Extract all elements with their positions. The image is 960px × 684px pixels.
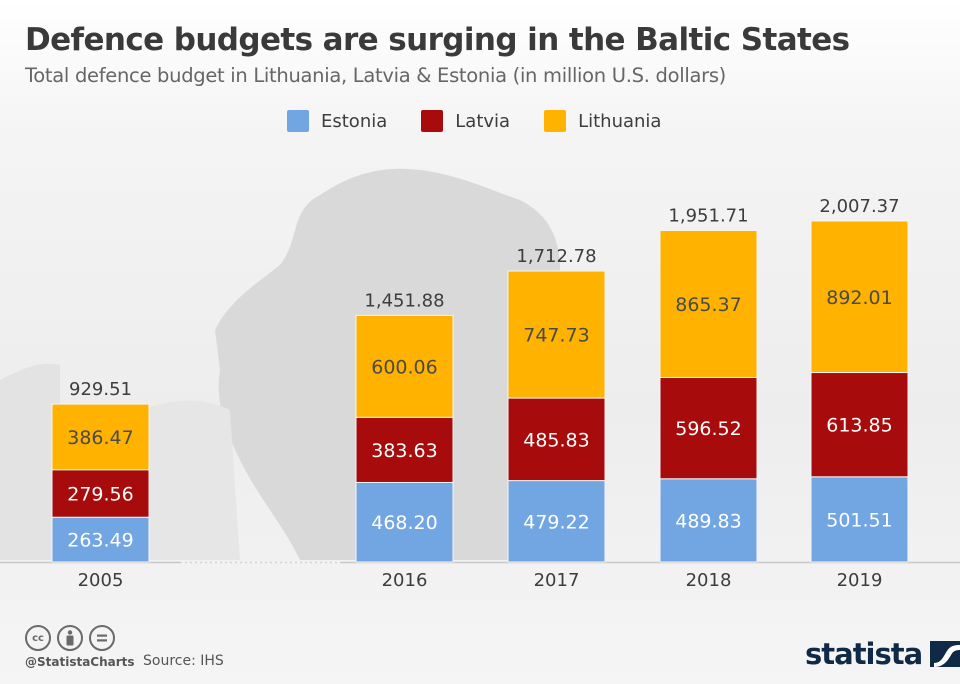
statista-logo-icon xyxy=(930,641,960,667)
legend-item-latvia[interactable]: Latvia xyxy=(421,110,510,132)
data-label: 747.73 xyxy=(523,325,589,347)
bar-segment-lithuania xyxy=(51,403,150,471)
x-tick-label: 2017 xyxy=(534,570,580,591)
source-note: Source: IHS xyxy=(143,653,224,669)
data-label: 386.47 xyxy=(67,427,133,449)
x-tick-label: 2005 xyxy=(78,570,124,591)
data-label: 383.63 xyxy=(371,440,437,462)
legend-swatch-latvia xyxy=(421,110,444,132)
data-label: 501.51 xyxy=(826,509,892,531)
equals-icon xyxy=(97,634,107,642)
attribution-icon[interactable] xyxy=(57,625,83,651)
bar-segment-lithuania xyxy=(659,229,758,378)
data-label: 485.83 xyxy=(523,429,589,451)
bar-segment-lithuania xyxy=(507,270,606,399)
total-label: 929.51 xyxy=(69,379,132,400)
legend-swatch-lithuania xyxy=(544,110,567,132)
total-label: 1,712.78 xyxy=(516,246,596,267)
data-label: 865.37 xyxy=(675,294,741,316)
legend-item-lithuania[interactable]: Lithuania xyxy=(544,110,661,132)
x-tick-label: 2019 xyxy=(837,570,883,591)
total-label: 2,007.37 xyxy=(819,196,899,217)
no-derivatives-icon[interactable] xyxy=(89,625,115,651)
data-label: 892.01 xyxy=(826,287,892,309)
bar-segment-estonia xyxy=(810,476,909,563)
chart-title: Defence budgets are surging in the Balti… xyxy=(25,22,850,58)
bar-segment-latvia xyxy=(659,376,758,480)
legend: Estonia Latvia Lithuania xyxy=(287,110,661,132)
bar-segment-estonia xyxy=(355,481,454,563)
legend-label: Latvia xyxy=(455,110,511,132)
bar-segment-latvia xyxy=(507,397,606,482)
legend-swatch-estonia xyxy=(287,110,309,132)
bar-segment-latvia xyxy=(810,372,909,478)
statista-logo[interactable]: statista xyxy=(805,637,960,671)
license-icons: cc xyxy=(25,625,115,651)
legend-label: Estonia xyxy=(321,110,388,132)
statista-handle[interactable]: @StatistaCharts xyxy=(25,655,135,669)
x-tick-label: 2016 xyxy=(382,570,428,591)
data-label: 479.22 xyxy=(523,511,589,533)
cc-icon[interactable]: cc xyxy=(25,625,51,651)
chart-subtitle: Total defence budget in Lithuania, Latvi… xyxy=(25,64,726,87)
data-label: 613.85 xyxy=(826,415,892,437)
data-label: 489.83 xyxy=(675,510,741,532)
logo-text: statista xyxy=(805,637,923,671)
person-icon xyxy=(66,630,74,646)
bar-segment-lithuania xyxy=(355,314,454,418)
bar-segment-lithuania xyxy=(810,220,909,374)
bar-segment-latvia xyxy=(355,416,454,483)
bar-segment-estonia xyxy=(659,478,758,563)
data-label: 468.20 xyxy=(371,512,437,534)
legend-item-estonia[interactable]: Estonia xyxy=(287,110,387,132)
data-label: 279.56 xyxy=(67,483,133,505)
map-landmass-2 xyxy=(0,363,60,560)
data-label: 263.49 xyxy=(67,530,133,552)
data-label: 596.52 xyxy=(675,418,741,440)
legend-label: Lithuania xyxy=(578,110,662,132)
total-label: 1,451.88 xyxy=(364,290,444,311)
bar-segment-estonia xyxy=(507,480,606,563)
data-label: 600.06 xyxy=(371,356,437,378)
total-label: 1,951.71 xyxy=(668,205,748,226)
map-landmass-3 xyxy=(140,400,240,560)
x-tick-label: 2018 xyxy=(686,570,732,591)
